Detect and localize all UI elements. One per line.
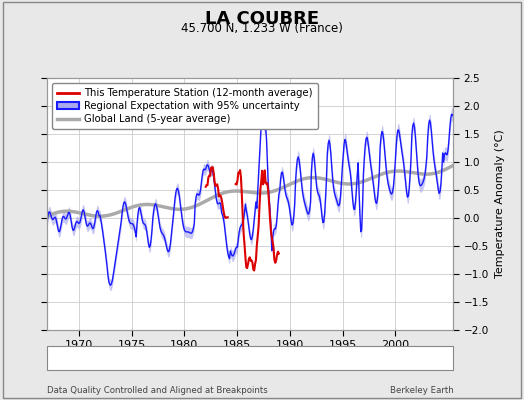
Text: 45.700 N, 1.233 W (France): 45.700 N, 1.233 W (France) bbox=[181, 22, 343, 35]
Text: ▲: ▲ bbox=[161, 353, 169, 363]
Y-axis label: Temperature Anomaly (°C): Temperature Anomaly (°C) bbox=[495, 130, 505, 278]
Legend: This Temperature Station (12-month average), Regional Expectation with 95% uncer: This Temperature Station (12-month avera… bbox=[52, 83, 318, 129]
Text: ▼: ▼ bbox=[271, 353, 279, 363]
Text: LA COUBRE: LA COUBRE bbox=[205, 10, 319, 28]
Text: Empirical Break: Empirical Break bbox=[377, 353, 454, 363]
Text: Data Quality Controlled and Aligned at Breakpoints: Data Quality Controlled and Aligned at B… bbox=[47, 386, 268, 395]
Text: Time of Obs. Change: Time of Obs. Change bbox=[288, 353, 390, 363]
Text: ◆: ◆ bbox=[51, 353, 59, 363]
Text: Station Move: Station Move bbox=[68, 353, 132, 363]
Text: Berkeley Earth: Berkeley Earth bbox=[389, 386, 453, 395]
Text: Record Gap: Record Gap bbox=[178, 353, 235, 363]
Text: ■: ■ bbox=[359, 353, 369, 363]
